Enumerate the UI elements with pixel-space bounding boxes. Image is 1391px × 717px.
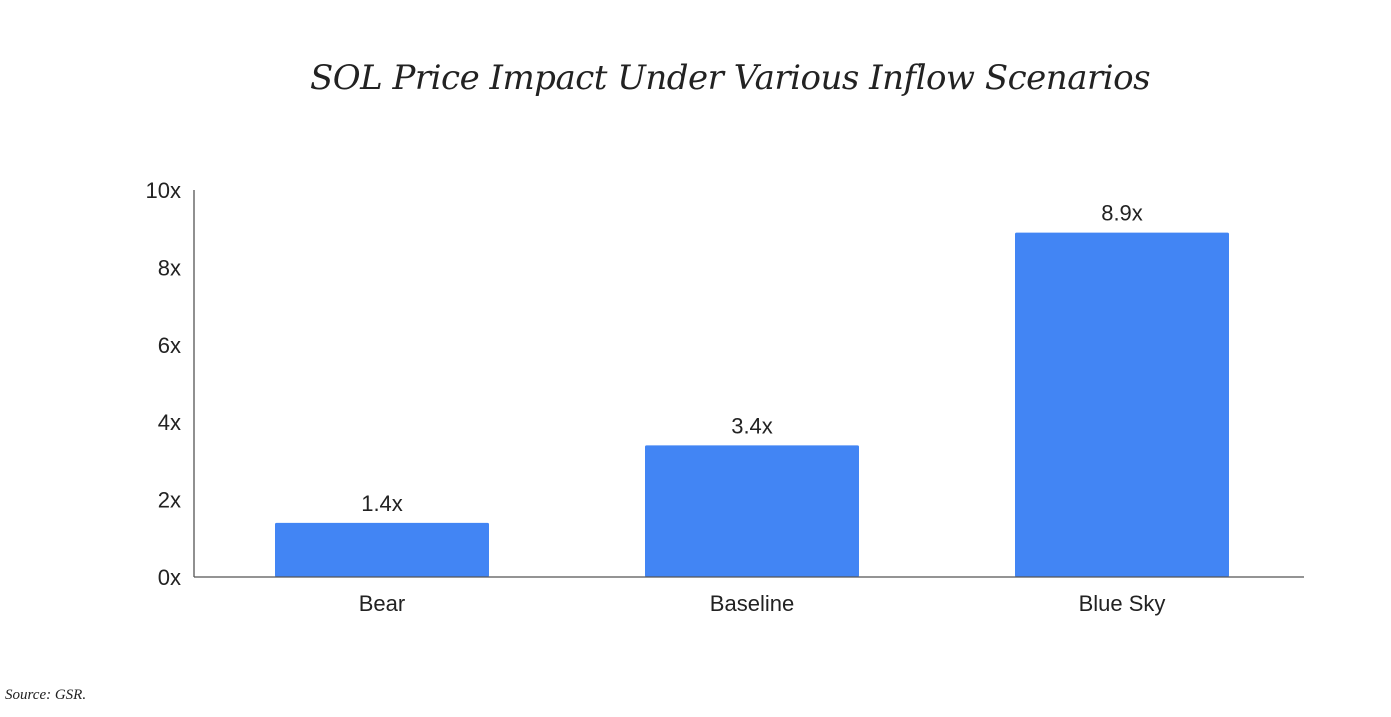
chart-title: SOL Price Impact Under Various Inflow Sc… <box>309 58 1151 98</box>
data-label: 8.9x <box>1101 201 1143 226</box>
bar-bear <box>275 522 489 577</box>
y-tick-label: 2x <box>158 488 181 513</box>
y-tick-label: 8x <box>158 255 181 280</box>
y-tick-label: 6x <box>158 333 181 358</box>
y-tick-label: 4x <box>158 410 181 435</box>
bar-blue-sky <box>1015 232 1229 577</box>
x-tick-label: Blue Sky <box>1079 591 1166 616</box>
y-tick-label: 0x <box>158 565 181 590</box>
x-tick-label: Baseline <box>710 591 794 616</box>
source-note: Source: GSR. <box>5 687 87 703</box>
y-tick-label: 10x <box>146 178 181 203</box>
bar-baseline <box>645 445 859 577</box>
x-tick-label: Bear <box>359 591 405 616</box>
data-label: 1.4x <box>361 491 403 516</box>
data-label: 3.4x <box>731 413 773 438</box>
